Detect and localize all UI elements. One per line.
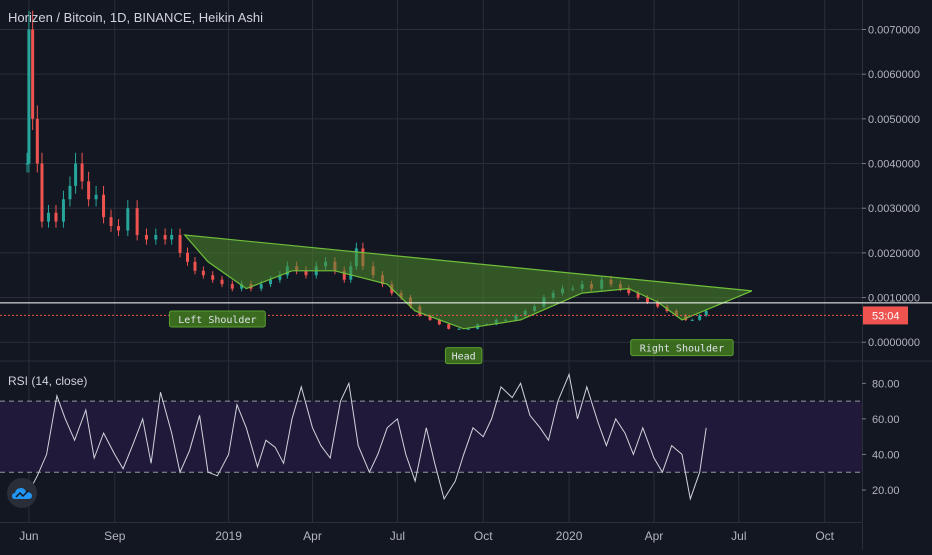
candle-body — [54, 212, 58, 222]
candle-body — [163, 235, 167, 240]
rsi-tick-label: 80.00 — [872, 378, 900, 390]
time-axis[interactable]: Jun Sep 2019 Apr Jul Oct 2020 Apr Jul Oct — [19, 529, 834, 543]
candle-body — [269, 279, 273, 285]
tradingview-logo[interactable] — [7, 478, 37, 508]
candle-body — [645, 297, 649, 303]
annotation-label: Head — [452, 352, 476, 363]
annotation-label: Right Shoulder — [640, 344, 724, 355]
candle-body — [94, 194, 98, 200]
candle-body — [25, 163, 29, 165]
annotation-label: Left Shoulder — [178, 315, 256, 326]
candle-body — [47, 212, 51, 222]
candle-body — [627, 288, 631, 294]
candle-body — [704, 310, 708, 316]
annotation-badge[interactable] — [168, 310, 266, 328]
candle-body — [220, 279, 224, 285]
candle-body — [135, 208, 139, 236]
time-tick-label: Jul — [390, 529, 405, 543]
time-tick-label: Apr — [303, 529, 322, 543]
candle-body — [170, 235, 174, 240]
price-tick-label: 0.0070000 — [868, 24, 920, 36]
candle-body — [31, 29, 35, 119]
candle-body — [457, 328, 461, 330]
time-tick-label: 2020 — [556, 529, 583, 543]
price-tick-label: 0.0000000 — [868, 337, 920, 349]
candle-body — [35, 118, 39, 164]
candle-body — [466, 328, 470, 330]
candle-body — [186, 252, 190, 262]
rsi-axis[interactable]: 80.00 60.00 40.00 20.00 — [862, 378, 900, 497]
price-tick-label: 0.0040000 — [868, 159, 920, 171]
candle-body — [259, 284, 263, 289]
head-shoulders-pattern[interactable] — [183, 234, 753, 330]
candle-body — [278, 275, 282, 280]
candle-body — [193, 261, 197, 271]
candle-body — [109, 217, 113, 227]
rsi-tick-label: 40.00 — [872, 449, 900, 461]
time-tick-label: Oct — [474, 529, 493, 543]
time-tick-label: 2019 — [215, 529, 242, 543]
time-tick-label: Jul — [731, 529, 746, 543]
price-tick-label: 0.0010000 — [868, 293, 920, 305]
candle-body — [211, 275, 215, 280]
rsi-tick-label: 20.00 — [872, 485, 900, 497]
candle-body — [102, 194, 106, 218]
annotation-badge[interactable] — [630, 339, 734, 357]
annotation-badge[interactable] — [444, 347, 483, 365]
candle-body — [144, 235, 148, 240]
pattern-polygon[interactable] — [183, 234, 753, 330]
candle-body — [304, 270, 308, 276]
candle-body — [27, 29, 31, 164]
price-axis[interactable]: 0.0070000 0.0060000 0.0050000 0.0040000 0.00… — [862, 24, 920, 349]
candle-body — [87, 181, 91, 200]
time-tick-label: Apr — [645, 529, 664, 543]
pattern-annotations[interactable]: Left Shoulder Head Right Shoulder — [168, 310, 734, 365]
candle-body — [447, 324, 451, 329]
rsi-title: RSI (14, close) — [8, 374, 87, 388]
candle-body — [342, 270, 346, 280]
candle-body — [240, 284, 244, 289]
chart-title: Horizen / Bitcoin, 1D, BINANCE, Heikin A… — [8, 10, 263, 25]
current-price-badge — [863, 306, 908, 325]
candle-body — [178, 235, 182, 253]
price-tick-label: 0.0030000 — [868, 203, 920, 215]
current-price-badge-label: 53:04 — [872, 310, 900, 322]
candle-body — [74, 163, 78, 186]
price-tick-label: 0.0050000 — [868, 114, 920, 126]
time-tick-label: Sep — [104, 529, 126, 543]
cloud-icon — [12, 488, 32, 499]
price-horizontal-lines[interactable]: 53:04 — [0, 302, 932, 325]
candle-body — [201, 270, 205, 276]
candle-body — [68, 185, 72, 200]
price-tick-label: 0.0020000 — [868, 248, 920, 260]
rsi-tick-label: 60.00 — [872, 414, 900, 426]
candle-body — [154, 235, 158, 240]
rsi-band-group — [0, 400, 862, 473]
candle-body — [126, 208, 130, 231]
candle-body — [428, 315, 432, 320]
candle-body — [690, 319, 694, 321]
candle-body — [656, 302, 660, 307]
rsi-line — [28, 372, 707, 501]
candle-body — [61, 199, 65, 222]
candle-body — [40, 163, 44, 222]
candle-body — [116, 226, 120, 231]
candle-body — [80, 163, 84, 182]
candle-body — [698, 315, 702, 320]
time-tick-label: Oct — [815, 529, 834, 543]
candle-body — [437, 319, 441, 325]
rsi-line-group — [28, 372, 707, 501]
candle-body — [636, 293, 640, 298]
rsi-overbought-oversold-band — [0, 401, 862, 473]
price-tick-label: 0.0060000 — [868, 69, 920, 81]
candle-body — [230, 284, 234, 289]
time-tick-label: Jun — [19, 529, 38, 543]
